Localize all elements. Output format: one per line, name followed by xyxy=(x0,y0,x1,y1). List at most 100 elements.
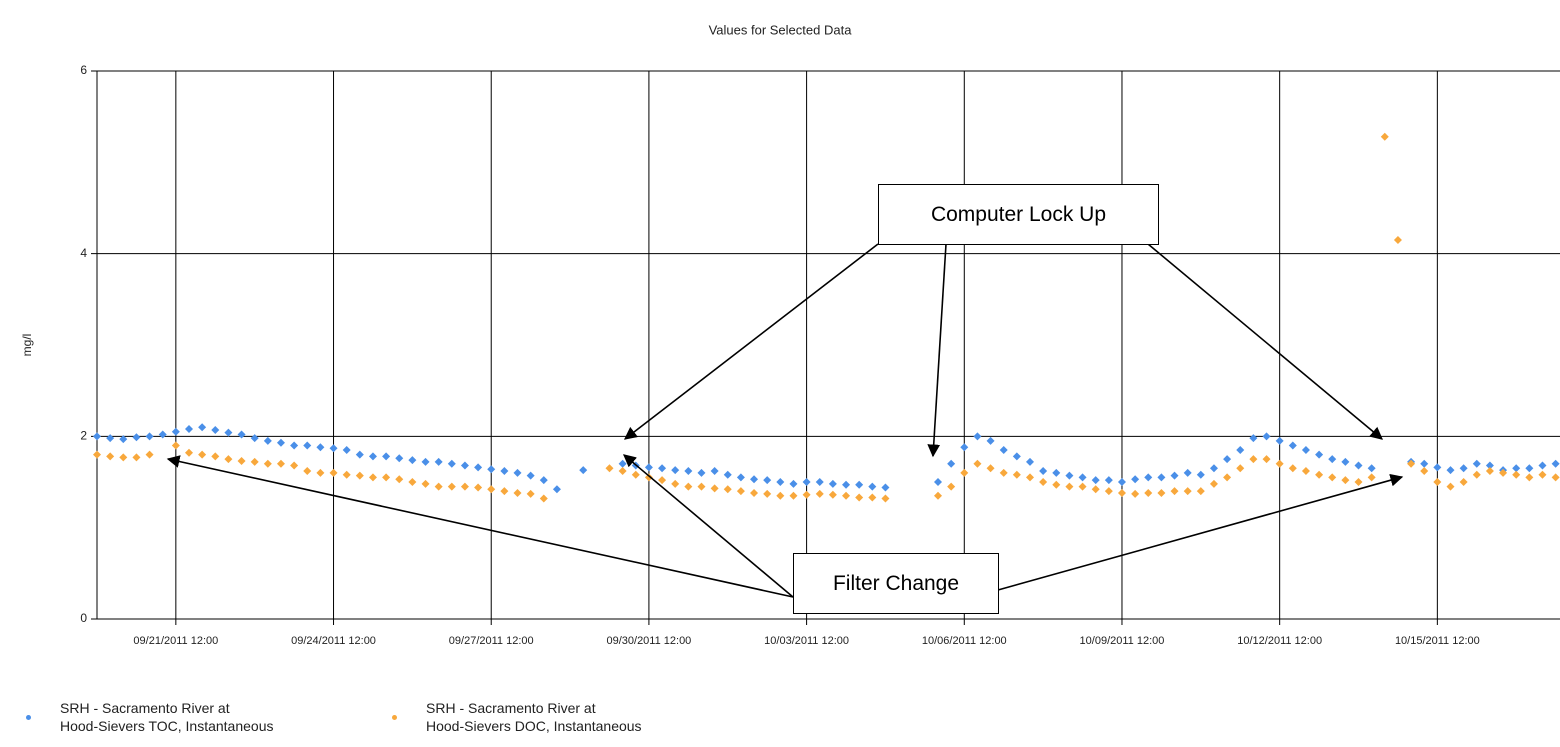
grid: 0 2 4 6 09/21/2011 12:00 09/24/2011 12:00 09/2… xyxy=(80,63,1560,647)
point xyxy=(237,456,246,465)
point xyxy=(303,441,312,450)
point xyxy=(1367,473,1376,482)
point xyxy=(644,473,653,482)
point xyxy=(697,482,706,491)
point xyxy=(303,467,312,476)
point xyxy=(1551,473,1560,482)
point xyxy=(329,444,338,453)
point xyxy=(1538,470,1547,479)
point xyxy=(1525,473,1534,482)
point xyxy=(1275,459,1284,468)
x-tick-label: 09/27/2011 12:00 xyxy=(449,635,534,647)
point xyxy=(960,443,969,452)
point xyxy=(1131,475,1140,484)
point xyxy=(644,463,653,472)
point xyxy=(1459,478,1468,486)
point xyxy=(1433,478,1442,486)
point xyxy=(1065,471,1074,480)
point xyxy=(1262,432,1271,441)
point xyxy=(1551,459,1560,468)
point xyxy=(408,478,417,486)
point xyxy=(1485,461,1494,470)
point xyxy=(947,459,956,468)
point xyxy=(434,482,443,491)
point xyxy=(789,491,798,500)
point xyxy=(776,491,785,500)
point xyxy=(447,459,456,468)
point xyxy=(1223,473,1232,482)
point xyxy=(1380,132,1389,141)
point xyxy=(1420,467,1429,476)
y-tick-label: 2 xyxy=(80,429,87,443)
point xyxy=(750,475,759,484)
point xyxy=(1249,434,1258,443)
point xyxy=(171,427,180,436)
x-tick-label: 09/21/2011 12:00 xyxy=(133,635,218,647)
point xyxy=(579,466,588,475)
point xyxy=(434,457,443,466)
point xyxy=(1288,441,1297,450)
point xyxy=(474,463,483,472)
point xyxy=(1144,473,1153,482)
point xyxy=(1512,464,1521,473)
point xyxy=(1117,488,1126,497)
point xyxy=(1025,473,1034,482)
point xyxy=(1499,468,1508,477)
point xyxy=(158,430,167,439)
point xyxy=(697,468,706,477)
point xyxy=(263,436,272,445)
x-tick-label: 09/24/2011 12:00 xyxy=(291,635,376,647)
point xyxy=(1420,459,1429,468)
point xyxy=(382,452,391,461)
point xyxy=(986,436,995,445)
point xyxy=(1039,478,1048,486)
point xyxy=(631,470,640,479)
point xyxy=(960,468,969,477)
point xyxy=(1328,455,1337,464)
point xyxy=(881,483,890,492)
point xyxy=(802,478,811,486)
point xyxy=(868,493,877,502)
point xyxy=(1512,470,1521,479)
point xyxy=(1472,470,1481,479)
point xyxy=(1472,459,1481,468)
point xyxy=(1301,467,1310,476)
point xyxy=(671,479,680,488)
point xyxy=(815,478,824,486)
point xyxy=(1433,463,1442,472)
point xyxy=(815,489,824,498)
point xyxy=(1525,464,1534,473)
legend-label: SRH - Sacramento River at Hood-Sievers D… xyxy=(426,700,642,734)
point xyxy=(1117,478,1126,486)
arrow xyxy=(1147,243,1383,440)
x-tick-label: 10/12/2011 12:00 xyxy=(1237,635,1322,647)
point xyxy=(474,483,483,492)
point xyxy=(395,475,404,484)
point xyxy=(973,459,982,468)
point xyxy=(1209,464,1218,473)
point xyxy=(842,480,851,489)
point xyxy=(250,434,259,443)
point xyxy=(342,470,351,479)
point xyxy=(211,425,220,434)
point xyxy=(710,467,719,476)
point xyxy=(408,456,417,465)
point xyxy=(184,425,193,434)
point xyxy=(119,453,128,462)
legend-marker xyxy=(26,715,31,720)
point xyxy=(368,452,377,461)
point xyxy=(145,432,154,441)
point xyxy=(1262,455,1271,464)
point xyxy=(934,478,943,486)
point xyxy=(316,468,325,477)
point xyxy=(250,457,259,466)
point xyxy=(671,466,680,475)
point xyxy=(1091,485,1100,494)
point xyxy=(447,482,456,491)
point xyxy=(526,471,535,480)
point xyxy=(1196,470,1205,479)
point xyxy=(1446,482,1455,491)
arrow xyxy=(997,473,1404,591)
point xyxy=(855,493,864,502)
